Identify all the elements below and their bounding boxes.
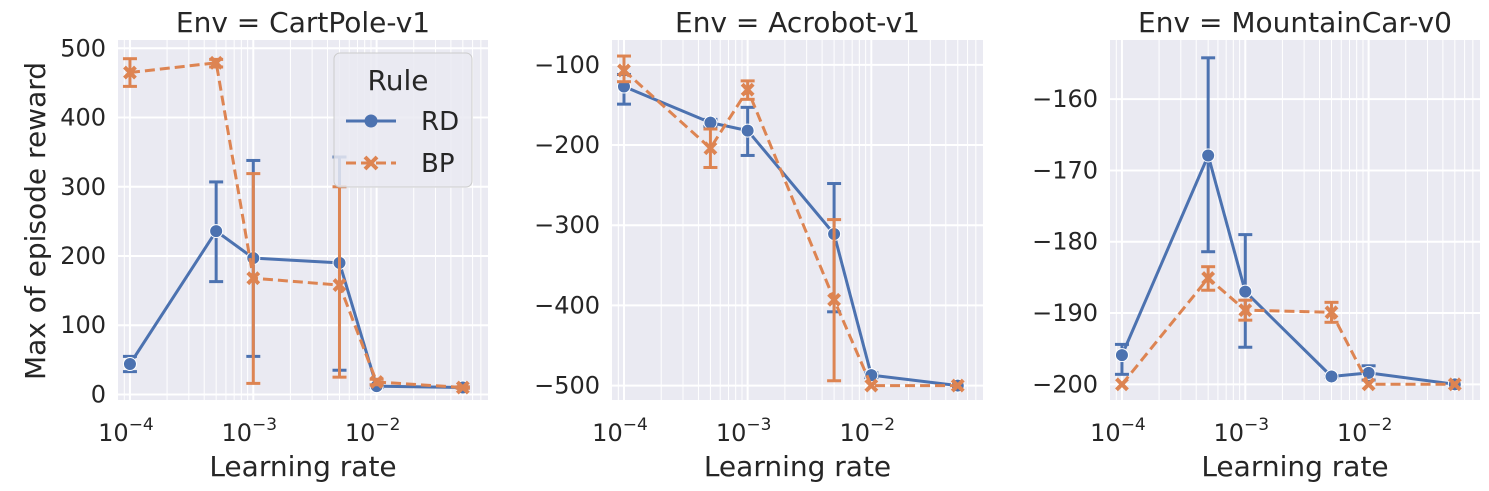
bp-data-point [950, 378, 965, 393]
bp-data-point [1324, 305, 1339, 320]
y-tick-label: −400 [534, 291, 600, 319]
x-tick-label: 10−3 [716, 415, 772, 447]
bp-series-line [1120, 276, 1455, 386]
bp-data-point [369, 375, 384, 389]
plot-area [1114, 56, 1462, 392]
rd-series-line [623, 85, 958, 388]
legend-bp-label: BP [421, 149, 455, 179]
panel-title: Env = CartPole-v1 [176, 6, 430, 39]
y-tick-label: −300 [534, 211, 600, 239]
x-axis-label: Learning rate [1201, 450, 1388, 483]
x-tick-label: 10−2 [1337, 415, 1393, 447]
x-tick-label: 10−2 [345, 415, 401, 447]
y-tick-label: 100 [60, 311, 106, 339]
legend-title: Rule [368, 64, 429, 97]
bp-data-point [209, 55, 224, 70]
y-tick-label: 500 [60, 34, 106, 62]
panel-mountaincar: 10−4 10−3 10−2 −160 −170 −180 −190 −200 Env = Mo… [1032, 6, 1480, 483]
x-tick-label: 10−4 [592, 415, 648, 447]
x-tick-label: 10−4 [98, 415, 154, 447]
bp-data-point [1115, 377, 1129, 392]
rd-data-point [1238, 284, 1253, 299]
legend-item-bp: BP [346, 149, 455, 179]
legend-rd-marker [364, 114, 378, 128]
legend-box [333, 52, 473, 188]
bp-data-point [246, 271, 261, 286]
bp-data-point [1447, 377, 1462, 392]
plot-background [612, 40, 983, 400]
x-tick-label: 10−4 [1090, 415, 1146, 447]
x-axis-label: Learning rate [704, 450, 891, 483]
bp-data-point [864, 378, 879, 393]
x-tick-label: 10−3 [1213, 415, 1269, 447]
bp-data-point [1201, 271, 1216, 286]
plot-background [1110, 40, 1480, 400]
x-tick-label: 10−2 [840, 415, 896, 447]
bp-series-line [129, 61, 463, 389]
y-tick-label: −100 [534, 51, 600, 79]
bp-data-point [123, 65, 137, 80]
rd-data-point [1114, 348, 1129, 363]
y-tick-label: 0 [91, 380, 106, 408]
y-tick-label: 400 [60, 104, 106, 132]
y-tick-label: 300 [60, 173, 106, 201]
rd-series-line [1120, 154, 1455, 386]
y-tick-label: −200 [1032, 370, 1098, 398]
legend-item-rd: RD [346, 107, 459, 137]
rd-data-point [1361, 365, 1376, 380]
y-tick-label: −500 [534, 372, 600, 400]
y-tick-label: −170 [1032, 156, 1098, 184]
rd-data-point [740, 123, 755, 138]
bp-series-line [622, 69, 958, 388]
y-tick-label: −180 [1032, 228, 1098, 256]
bp-data-point [1238, 303, 1253, 318]
bp-data-point [827, 292, 842, 307]
plot-area [616, 54, 965, 393]
bp-data-point [1361, 377, 1376, 392]
rd-series-line [128, 229, 463, 389]
panel-acrobot: 10−4 10−3 10−2 −100 −200 −300 −400 −500 Env = Ac… [534, 6, 983, 483]
y-tick-label: −190 [1032, 299, 1098, 327]
bp-data-point [455, 380, 470, 395]
plot-area [122, 55, 470, 395]
legend-bp-marker [363, 155, 379, 171]
bp-data-point [740, 82, 755, 97]
rd-data-point [209, 224, 224, 239]
y-tick-label: −160 [1032, 85, 1098, 113]
panel-title: Env = MountainCar-v0 [1138, 6, 1452, 39]
rd-data-point [1201, 148, 1216, 163]
rd-data-point [1324, 369, 1339, 384]
panel-title: Env = Acrobot-v1 [675, 6, 920, 39]
y-tick-label: −200 [534, 131, 600, 159]
rd-data-point [703, 115, 718, 130]
x-axis-label: Learning rate [209, 450, 396, 483]
rd-data-point [122, 357, 137, 371]
legend: Rule RD BP [333, 52, 473, 188]
legend-rd-label: RD [421, 107, 459, 137]
bp-data-point [332, 278, 347, 292]
x-tick-label: 10−3 [221, 415, 277, 447]
bp-data-point [703, 141, 718, 156]
y-axis-label: Max of episode reward [19, 62, 52, 380]
y-tick-label: 200 [60, 242, 106, 270]
bp-data-point [617, 63, 631, 78]
